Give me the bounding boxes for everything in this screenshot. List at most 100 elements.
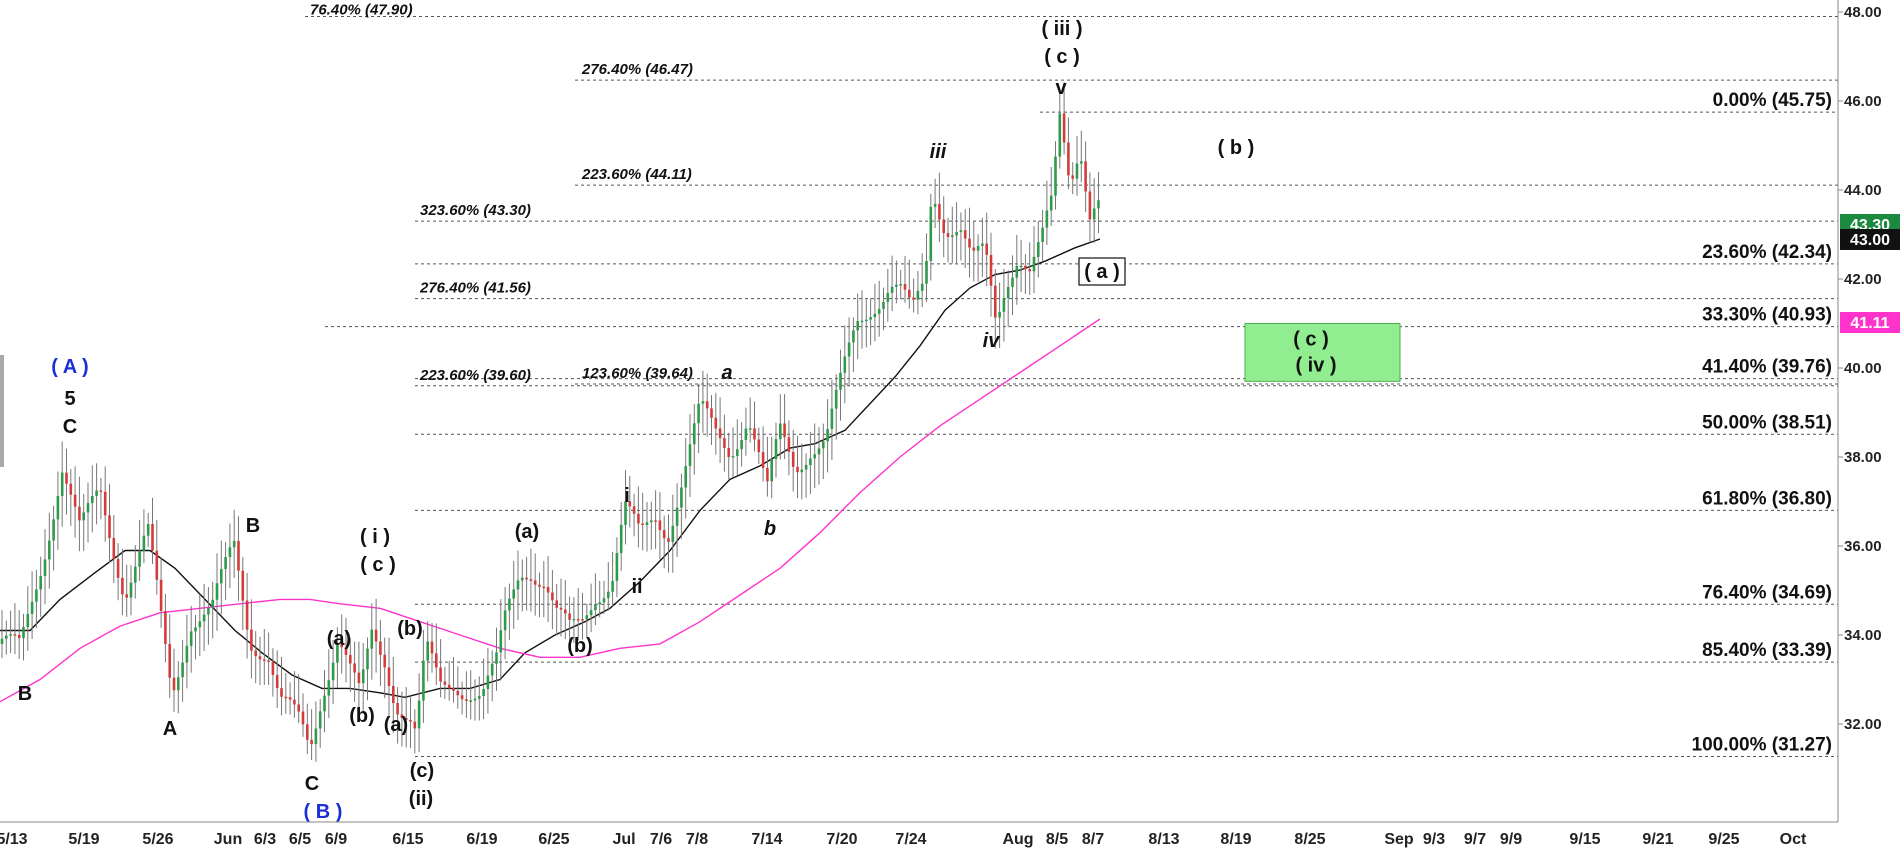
wave-labels: ( A ) 5 C B A B C ( B ) ( i ) ( c ) (a) (b) (b) (a) (c… (18, 18, 1255, 823)
x-tick-label: Oct (1780, 831, 1807, 848)
candle-body (1015, 265, 1019, 278)
fib-label-left: 76.40% (47.90) (310, 1, 413, 18)
candle-body (796, 466, 799, 473)
wave-label: v (1055, 77, 1067, 99)
fib-label-right: 23.60% (42.34) (1702, 242, 1832, 263)
wave-label: (a) (327, 628, 351, 650)
candle-body (155, 550, 159, 580)
candle-body (465, 699, 468, 701)
candle-body (667, 538, 670, 542)
candle-body (576, 619, 580, 621)
candle-body (908, 289, 911, 298)
candle-body (693, 423, 696, 445)
fib-label-left: 276.40% (46.47) (581, 61, 693, 78)
candle-body (349, 654, 352, 664)
candle-body (478, 696, 481, 699)
candle-body (48, 540, 51, 560)
candle-body (645, 522, 649, 526)
candle-body (770, 459, 773, 482)
candle-body (886, 292, 890, 302)
candle-body (301, 711, 305, 725)
candle-body (95, 490, 98, 496)
candle-body (473, 698, 477, 701)
candle-body (955, 232, 958, 236)
candle-body (594, 604, 597, 611)
candle-body (826, 428, 829, 442)
candle-body (989, 254, 993, 286)
candle-body (383, 654, 386, 668)
candle-body (1049, 195, 1053, 211)
candle-body (942, 219, 945, 234)
x-tick-label: 9/15 (1569, 831, 1600, 848)
candle-body (834, 389, 838, 409)
candle-body (1097, 200, 1100, 209)
candle-body (138, 550, 141, 567)
candle-body (839, 372, 842, 390)
candle-body (800, 469, 804, 473)
x-tick-label: 9/3 (1423, 831, 1445, 848)
candle-body (895, 284, 898, 287)
candle-body (994, 285, 997, 318)
candle-body (1045, 210, 1049, 228)
candle-body (615, 552, 619, 581)
candle-body (310, 739, 313, 745)
candle-body (998, 311, 1001, 318)
wave-label: ( a ) (1084, 261, 1120, 283)
fib-label-left: 223.60% (44.11) (581, 166, 692, 183)
wave-label: ( c ) (360, 554, 396, 576)
candle-body (1084, 161, 1087, 192)
candle-body (774, 439, 778, 460)
candle-body (912, 297, 915, 300)
candle-body (572, 619, 576, 621)
candle-body (804, 464, 808, 470)
candle-body (852, 330, 855, 343)
candle-body (903, 284, 907, 290)
candle-body (710, 408, 713, 418)
candle-body (662, 530, 666, 539)
candle-body (624, 501, 627, 525)
wave-label: i (624, 485, 630, 507)
candle-body (1028, 269, 1031, 272)
candle-body (5, 635, 8, 639)
candle-body (920, 283, 924, 291)
left-edge-scroll-handle[interactable] (0, 355, 4, 467)
x-tick-label: 6/5 (289, 831, 311, 848)
candle-body (675, 507, 679, 526)
candle-body (426, 641, 429, 661)
candle-body (598, 602, 601, 605)
candle-body (189, 631, 193, 646)
candle-body (1024, 265, 1027, 270)
candle-body (422, 660, 425, 701)
candle-body (73, 494, 77, 507)
x-tick-label: 9/21 (1642, 831, 1673, 848)
candle-body (361, 669, 365, 684)
candle-body (951, 235, 954, 237)
candle-body (731, 456, 735, 458)
y-tick-label: 36.00 (1844, 538, 1882, 555)
candle-body (39, 576, 42, 590)
candle-body (564, 609, 567, 614)
candle-body (1041, 227, 1044, 242)
x-tick-label: 9/7 (1464, 831, 1486, 848)
wave-label: iv (983, 330, 1002, 352)
candle-body (658, 520, 662, 531)
x-tick-label: 8/13 (1148, 831, 1179, 848)
candle-body (865, 319, 868, 322)
candle-body (366, 648, 369, 670)
candle-body (172, 677, 176, 691)
price-badge (1840, 312, 1900, 333)
candle-body (168, 643, 171, 678)
candle-body (499, 630, 503, 653)
y-tick-label: 48.00 (1844, 4, 1882, 21)
candle-body (1067, 142, 1070, 176)
x-tick-label: 6/3 (254, 831, 276, 848)
candle-body (439, 667, 442, 682)
candle-body (103, 491, 107, 516)
candle-body (822, 441, 825, 449)
candle-body (916, 290, 920, 300)
wave-label: C (305, 773, 319, 795)
y-tick-label: 38.00 (1844, 449, 1882, 466)
wave-label: 5 (64, 388, 75, 410)
candle-body (82, 512, 85, 521)
